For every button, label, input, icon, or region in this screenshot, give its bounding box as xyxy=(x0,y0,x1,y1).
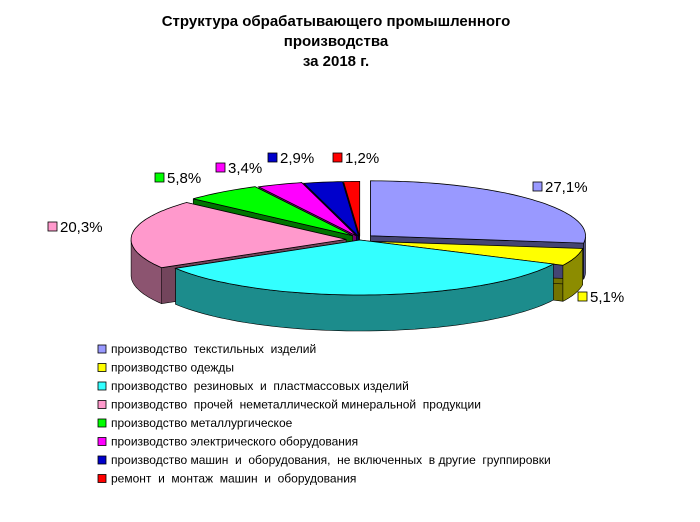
pie-slice-1 xyxy=(369,240,584,266)
data-label-key-6 xyxy=(267,152,278,163)
legend-item-7: ремонт и монтаж машин и оборудования xyxy=(97,472,356,486)
legend-label-0: производство текстильных изделий xyxy=(111,342,316,356)
legend-swatch-5 xyxy=(97,437,107,446)
legend-item-0: производство текстильных изделий xyxy=(97,342,316,356)
data-label-text-6: 2,9% xyxy=(280,150,314,167)
data-label-text-0: 27,1% xyxy=(545,179,588,196)
data-label-key-5 xyxy=(215,162,226,173)
pie-slice-7 xyxy=(342,181,361,237)
data-label-4: 5,8% xyxy=(154,170,201,187)
data-label-6: 2,9% xyxy=(267,150,314,167)
chart-title-line-2: производства xyxy=(284,33,389,50)
legend-swatch-2 xyxy=(97,381,107,391)
data-label-7: 1,2% xyxy=(332,150,379,167)
data-label-key-7 xyxy=(332,152,343,163)
legend: производство текстильных изделий производ… xyxy=(97,342,551,486)
legend-item-5: производство электрического оборудования xyxy=(97,435,358,449)
data-label-1: 5,1% xyxy=(577,289,624,306)
pie-slice-5 xyxy=(257,182,357,237)
legend-item-3: производство прочей неметаллической мине… xyxy=(97,398,481,412)
chart-title: Структура обрабатывающего промышленного … xyxy=(162,13,511,70)
chart-title-line-3: за 2018 г. xyxy=(303,53,369,70)
data-label-0: 27,1% xyxy=(532,179,588,196)
data-labels: 27,1% 5,1% 20,3% 5,8% 3,4% 2,9% 1,2% xyxy=(47,150,624,306)
legend-item-1: производство одежды xyxy=(97,361,234,375)
data-label-key-4 xyxy=(154,172,165,183)
legend-swatch-4 xyxy=(97,418,107,428)
legend-item-6: производство машин и оборудования, не вк… xyxy=(97,453,551,467)
data-label-text-4: 5,8% xyxy=(167,170,201,187)
legend-swatch-0 xyxy=(97,344,107,354)
pie-slice-6 xyxy=(302,181,360,238)
legend-label-4: производство металлургическое xyxy=(111,416,293,430)
legend-label-3: производство прочей неметаллической мине… xyxy=(111,398,481,412)
legend-label-7: ремонт и монтаж машин и оборудования xyxy=(111,472,356,486)
legend-swatch-3 xyxy=(97,400,107,409)
pie-slice-2 xyxy=(174,239,555,296)
legend-label-5: производство электрического оборудования xyxy=(111,435,358,449)
legend-swatch-1 xyxy=(97,363,107,372)
data-label-key-0 xyxy=(532,181,543,192)
data-label-text-7: 1,2% xyxy=(345,150,379,167)
legend-label-1: производство одежды xyxy=(111,361,234,375)
data-label-text-3: 20,3% xyxy=(60,219,103,236)
legend-label-2: производство резиновых и пластмассовых и… xyxy=(111,379,409,393)
chart-title-line-1: Структура обрабатывающего промышленного xyxy=(162,13,511,30)
data-label-text-1: 5,1% xyxy=(590,289,624,306)
legend-swatch-6 xyxy=(97,455,107,465)
legend-swatch-7 xyxy=(97,474,107,483)
legend-item-2: производство резиновых и пластмассовых и… xyxy=(97,379,409,393)
data-label-text-5: 3,4% xyxy=(228,160,262,177)
pie-slice-3 xyxy=(130,202,347,269)
data-label-3: 20,3% xyxy=(47,219,103,236)
data-label-5: 3,4% xyxy=(215,160,262,177)
legend-label-6: производство машин и оборудования, не вк… xyxy=(111,453,551,467)
pie-slice-4 xyxy=(193,186,353,237)
pie-slice-0 xyxy=(370,180,586,244)
pie-slices xyxy=(130,180,586,296)
data-label-key-3 xyxy=(47,221,58,232)
data-label-key-1 xyxy=(577,291,588,302)
legend-item-4: производство металлургическое xyxy=(97,416,293,430)
